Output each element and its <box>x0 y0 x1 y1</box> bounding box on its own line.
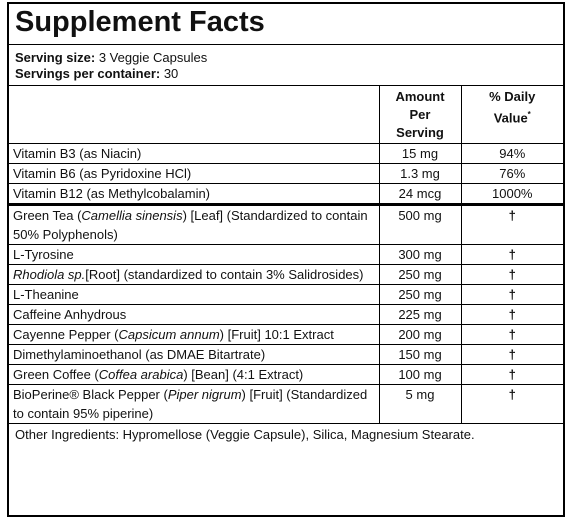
ingredient-daily-value: † <box>461 344 563 365</box>
ingredient-name: BioPerine® Black Pepper (Piper nigrum) [… <box>9 384 380 424</box>
other-ingredients: Other Ingredients: Hypromellose (Veggie … <box>15 427 475 442</box>
ingredient-name: Dimethylaminoethanol (as DMAE Bitartrate… <box>9 344 380 365</box>
ingredient-row: Green Coffee (Coffea arabica) [Bean] (4:… <box>9 364 563 385</box>
ingredient-row: Caffeine Anhydrous 225 mg † <box>9 304 563 325</box>
ingredient-name-post: ) [Fruit] (Standardized to contain 95% p… <box>13 387 368 421</box>
ingredient-name: Caffeine Anhydrous <box>9 304 380 325</box>
serving-size-value: 3 Veggie Capsules <box>95 50 208 65</box>
vitamin-name: Vitamin B12 (as Methylcobalamin) <box>9 183 380 206</box>
serving-info: Serving size: 3 Veggie Capsules Servings… <box>9 45 563 86</box>
ingredient-name: L-Tyrosine <box>9 244 380 265</box>
ingredient-daily-value: † <box>461 304 563 325</box>
ingredient-name-latin: Capsicum annum <box>118 327 220 342</box>
ingredient-amount: 300 mg <box>379 244 462 265</box>
ingredient-name-pre: Green Coffee ( <box>13 367 99 382</box>
ingredient-row: Green Tea (Camellia sinensis) [Leaf] (St… <box>9 204 563 245</box>
ingredient-name-latin: Camellia sinensis <box>81 208 183 223</box>
header-serving-line: Serving <box>396 125 444 140</box>
ingredient-row: Rhodiola sp.[Root] (standardized to cont… <box>9 264 563 285</box>
vitamin-amount: 24 mcg <box>379 183 462 206</box>
ingredient-name-post: ) [Bean] (4:1 Extract) <box>183 367 304 382</box>
ingredient-name-post: [Root] (standardized to contain 3% Salid… <box>85 267 364 282</box>
serving-size: Serving size: 3 Veggie Capsules <box>15 50 563 66</box>
servings-per-container: Servings per container: 30 <box>15 66 563 82</box>
ingredient-amount: 225 mg <box>379 304 462 325</box>
ingredient-amount: 5 mg <box>379 384 462 424</box>
header-value-text: Value <box>493 110 528 126</box>
ingredient-name-latin: Piper nigrum <box>167 387 242 402</box>
vitamin-row: Vitamin B6 (as Pyridoxine HCl) 1.3 mg 76% <box>9 163 563 184</box>
header-amount-per-serving: Amount Per Serving <box>379 86 462 144</box>
ingredient-name-latin: Coffea arabica <box>98 367 184 382</box>
ingredient-amount: 200 mg <box>379 324 462 345</box>
ingredient-name-pre: Cayenne Pepper ( <box>13 327 119 342</box>
vitamin-name: Vitamin B3 (as Niacin) <box>9 143 380 164</box>
ingredient-name: L-Theanine <box>9 284 380 305</box>
ingredient-name: Cayenne Pepper (Capsicum annum) [Fruit] … <box>9 324 380 345</box>
ingredient-name-post: ) [Fruit] 10:1 Extract <box>219 327 334 342</box>
ingredient-name: Rhodiola sp.[Root] (standardized to cont… <box>9 264 380 285</box>
vitamin-daily-value: 76% <box>461 163 563 184</box>
vitamin-name: Vitamin B6 (as Pyridoxine HCl) <box>9 163 380 184</box>
ingredient-amount: 250 mg <box>379 284 462 305</box>
ingredient-name-pre: L-Tyrosine <box>13 247 74 262</box>
vitamin-amount: 1.3 mg <box>379 163 462 184</box>
ingredient-amount: 250 mg <box>379 264 462 285</box>
ingredient-amount: 100 mg <box>379 364 462 385</box>
ingredient-name-post: ) [Leaf] (Standardized to contain 50% Po… <box>13 208 368 242</box>
ingredient-name-pre: L-Theanine <box>13 287 79 302</box>
ingredient-name: Green Tea (Camellia sinensis) [Leaf] (St… <box>9 204 380 245</box>
servings-per-container-value: 30 <box>160 66 179 81</box>
supplement-facts-panel: Supplement Facts Serving size: 3 Veggie … <box>7 2 565 517</box>
ingredient-row: Cayenne Pepper (Capsicum annum) [Fruit] … <box>9 324 563 345</box>
ingredient-name: Green Coffee (Coffea arabica) [Bean] (4:… <box>9 364 380 385</box>
vitamin-row: Vitamin B3 (as Niacin) 15 mg 94% <box>9 143 563 164</box>
vitamin-amount: 15 mg <box>379 143 462 164</box>
ingredient-daily-value: † <box>461 204 563 245</box>
ingredient-daily-value: † <box>461 284 563 305</box>
ingredient-name-latin: Rhodiola sp. <box>13 267 86 282</box>
table-header-row: Amount Per Serving % Daily Value* <box>9 86 563 144</box>
header-daily-value: % Daily Value* <box>461 86 563 144</box>
ingredient-daily-value: † <box>461 384 563 424</box>
ingredient-row: L-Theanine 250 mg † <box>9 284 563 305</box>
ingredient-row: L-Tyrosine 300 mg † <box>9 244 563 265</box>
serving-size-label: Serving size: <box>15 50 96 65</box>
vitamin-daily-value: 94% <box>461 143 563 164</box>
header-daily-line: % Daily <box>489 89 536 104</box>
panel-title: Supplement Facts <box>9 4 563 45</box>
vitamin-row: Vitamin B12 (as Methylcobalamin) 24 mcg 10… <box>9 183 563 206</box>
ingredient-row: Dimethylaminoethanol (as DMAE Bitartrate… <box>9 344 563 365</box>
ingredient-name-pre: BioPerine® Black Pepper ( <box>13 387 168 402</box>
ingredient-name-pre: Dimethylaminoethanol (as DMAE Bitartrate… <box>13 347 266 362</box>
ingredient-amount: 150 mg <box>379 344 462 365</box>
servings-per-container-label: Servings per container: <box>15 66 161 81</box>
header-per-line: Per <box>409 107 431 122</box>
ingredient-daily-value: † <box>461 364 563 385</box>
ingredient-row: BioPerine® Black Pepper (Piper nigrum) [… <box>9 384 563 424</box>
header-amount-line: Amount <box>395 89 445 104</box>
header-value-line: Value* <box>466 106 560 127</box>
ingredient-name-pre: Caffeine Anhydrous <box>13 307 127 322</box>
facts-table: Amount Per Serving % Daily Value* Vitami… <box>9 86 563 424</box>
ingredient-amount: 500 mg <box>379 204 462 245</box>
ingredient-name-pre: Green Tea ( <box>13 208 82 223</box>
vitamin-daily-value: 1000% <box>461 183 563 206</box>
ingredient-daily-value: † <box>461 264 563 285</box>
ingredient-daily-value: † <box>461 324 563 345</box>
ingredient-daily-value: † <box>461 244 563 265</box>
header-blank-cell <box>9 86 380 144</box>
header-asterisk: * <box>527 110 531 119</box>
